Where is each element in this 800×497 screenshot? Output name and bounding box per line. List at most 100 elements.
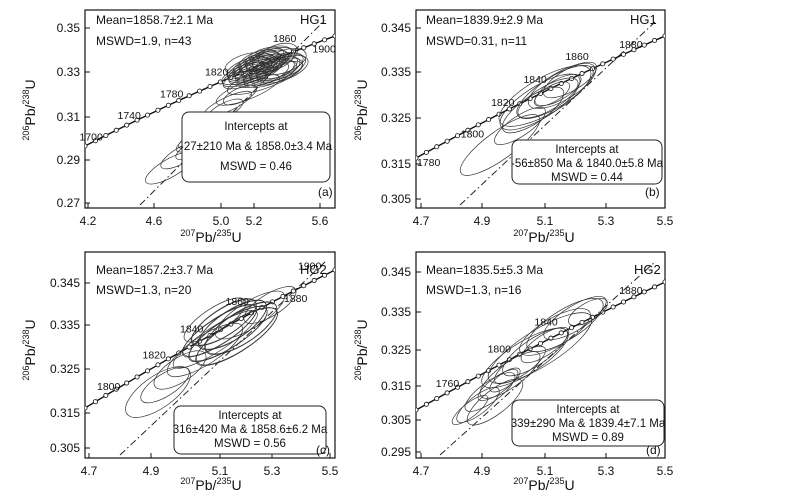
- x-tick-label: 5.5: [657, 464, 674, 478]
- concordia-age-marker: [444, 390, 450, 396]
- analysis-ellipse: [195, 307, 278, 367]
- concordia-age-marker: [311, 41, 317, 47]
- panel-letter: (a): [318, 185, 333, 199]
- y-tick-label: 0.325: [381, 111, 411, 125]
- analysis-ellipse: [464, 372, 516, 412]
- concordia-age-label: 1800: [461, 129, 485, 141]
- mswd-text: MSWD=1.9, n=43: [96, 34, 192, 48]
- concordia-panel: 4.7 4.9 5.1 5.3 5.5 0.305 0.315 0.325 0.335 0.345…: [21, 251, 339, 493]
- analysis-ellipse: [459, 114, 541, 176]
- concordia-age-marker: [423, 401, 429, 407]
- intercepts-title: Intercepts at: [556, 404, 620, 416]
- analysis-ellipse: [451, 395, 489, 425]
- concordia-age-marker: [301, 283, 307, 289]
- analysis-ellipse: [215, 290, 285, 340]
- y-tick-label: 0.335: [381, 65, 411, 79]
- analysis-ellipse: [494, 106, 546, 146]
- x-tick-label: 4.7: [413, 214, 430, 228]
- concordia-age-marker: [652, 38, 658, 44]
- concordia-age-label: 1800: [488, 343, 512, 355]
- y-tick-label: 0.315: [50, 406, 80, 420]
- concordia-age-marker: [662, 279, 665, 285]
- x-tick-label: 4.7: [81, 464, 98, 478]
- intercepts-box: [511, 139, 663, 185]
- analysis-ellipse: [153, 350, 207, 390]
- analysis-ellipse: [232, 53, 276, 77]
- x-tick-label: 5.5: [657, 214, 674, 228]
- y-tick-label: 0.295: [381, 445, 411, 459]
- analysis-ellipse: [226, 56, 270, 79]
- concordia-age-label: 1840: [534, 316, 558, 328]
- x-tick-label: 5.0: [213, 214, 230, 228]
- analysis-ellipse: [215, 74, 281, 106]
- x-tick-label: 5.3: [598, 464, 615, 478]
- mswd-text: MSWD=1.3, n=16: [426, 283, 522, 297]
- concordia-age-marker: [496, 362, 502, 368]
- x-tick-label: 5.5: [322, 464, 339, 478]
- analysis-ellipse: [534, 74, 582, 106]
- concordia-age-marker: [92, 399, 98, 405]
- concordia-age-label: 1840: [180, 324, 204, 336]
- analysis-ellipse: [519, 308, 591, 356]
- y-tick-label: 0.35: [57, 21, 81, 35]
- intercepts-box: [173, 405, 327, 455]
- y-tick-label: 0.335: [381, 305, 411, 319]
- concordia-age-label: 1860: [565, 51, 589, 63]
- analysis-ellipse: [499, 73, 581, 131]
- concordia-age-label: 1900: [313, 44, 337, 56]
- concordia-age-marker: [124, 380, 130, 386]
- concordia-age-label: 1860: [273, 33, 297, 45]
- concordia-age-marker: [134, 374, 140, 380]
- plot-frame: [415, 9, 666, 209]
- concordia-age-marker: [465, 127, 471, 133]
- concordia-age-marker: [176, 98, 182, 104]
- x-tick-label: 5.1: [537, 464, 554, 478]
- concordia-age-label: 1760: [436, 378, 460, 390]
- analysis-ellipse: [254, 52, 304, 80]
- sample-label: HG1: [630, 12, 657, 27]
- analysis-ellipse: [498, 65, 592, 127]
- analysis-ellipse: [494, 345, 546, 385]
- x-axis-title: 207Pb/235U: [180, 476, 241, 493]
- concordia-age-marker: [641, 42, 647, 48]
- concordia-age-marker: [332, 33, 335, 39]
- plot-area: [416, 261, 665, 456]
- concordia-age-label: 1820: [491, 97, 515, 109]
- intercepts-values: -27±210 Ma & 1858.0±3.4 Ma: [180, 141, 333, 153]
- intercepts-mswd: MSWD = 0.44: [551, 172, 624, 184]
- intercepts-box: [511, 399, 665, 447]
- y-tick-label: 0.335: [50, 318, 80, 332]
- x-tick-label: 5.3: [264, 464, 281, 478]
- concordia-age-marker: [538, 340, 544, 346]
- y-tick-label: 0.305: [381, 413, 411, 427]
- mean-age-text: Mean=1858.7±2.1 Ma: [96, 13, 213, 27]
- y-axis-title: 206Pb/238U: [353, 319, 370, 380]
- y-tick-label: 0.29: [57, 153, 81, 167]
- analysis-ellipse: [244, 46, 285, 71]
- concordia-age-marker: [600, 61, 606, 67]
- analysis-ellipse: [501, 86, 565, 134]
- intercepts-mswd: MSWD = 0.89: [552, 432, 624, 444]
- intercepts-title: Intercepts at: [218, 410, 282, 422]
- analysis-ellipse: [543, 296, 607, 340]
- concordia-panel: 4.7 4.9 5.1 5.3 5.5 0.305 0.315 0.325 0.335 0.345…: [353, 9, 674, 245]
- concordia-panel: 4.7 4.9 5.1 5.3 5.5 0.295 0.305 0.315 0.325 0.335…: [353, 251, 674, 493]
- concordia-age-marker: [155, 107, 161, 113]
- concordia-age-marker: [290, 288, 296, 294]
- x-tick-label: 4.2: [80, 214, 97, 228]
- analysis-ellipse: [456, 387, 500, 423]
- intercepts-mswd: MSWD = 0.46: [220, 161, 292, 173]
- mean-age-text: Mean=1857.2±3.7 Ma: [96, 263, 213, 277]
- analysis-ellipse: [238, 49, 279, 73]
- plot-frame: [84, 9, 336, 209]
- concordia-age-marker: [631, 294, 637, 300]
- mswd-text: MSWD=0.31, n=11: [426, 34, 527, 48]
- concordia-age-label: 1740: [118, 110, 142, 122]
- analysis-ellipse: [526, 298, 604, 352]
- concordia-age-label: 1820: [143, 350, 167, 362]
- concordia-age-marker: [416, 155, 419, 161]
- x-axis-title: 207Pb/235U: [513, 476, 574, 493]
- concordia-age-marker: [301, 45, 307, 51]
- concordia-age-marker: [311, 277, 317, 283]
